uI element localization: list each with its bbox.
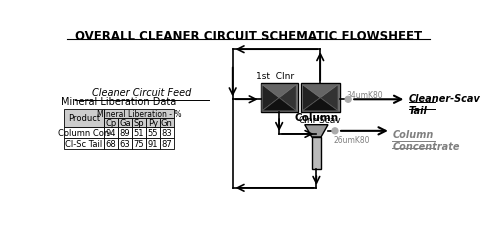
- Text: 94: 94: [106, 128, 116, 137]
- Text: Ga: Ga: [119, 118, 131, 127]
- Circle shape: [344, 97, 350, 103]
- Bar: [260, 84, 297, 113]
- Text: Py: Py: [148, 118, 158, 127]
- Bar: [132, 118, 146, 127]
- Text: Column
Concentrate: Column Concentrate: [392, 130, 459, 151]
- Text: 34umK80: 34umK80: [346, 91, 382, 100]
- Text: Clnr-Scav: Clnr-Scav: [298, 115, 341, 124]
- Bar: [160, 138, 173, 149]
- Text: Mineral Liberation - %: Mineral Liberation - %: [96, 109, 181, 118]
- Text: 63: 63: [120, 139, 130, 148]
- Bar: [311, 137, 320, 170]
- Bar: [160, 127, 173, 138]
- Text: 75: 75: [133, 139, 144, 148]
- Bar: [118, 138, 132, 149]
- Polygon shape: [302, 98, 337, 111]
- Text: 68: 68: [106, 139, 116, 148]
- Text: Cl-Sc Tail: Cl-Sc Tail: [65, 139, 102, 148]
- Bar: [146, 118, 160, 127]
- Circle shape: [331, 128, 337, 134]
- Bar: [118, 118, 132, 127]
- Polygon shape: [319, 85, 337, 111]
- Bar: [301, 85, 338, 112]
- Text: Column Con: Column Con: [58, 128, 109, 137]
- Text: 87: 87: [161, 139, 172, 148]
- Polygon shape: [261, 98, 296, 111]
- Text: Sp: Sp: [133, 118, 144, 127]
- Text: Column: Column: [294, 112, 338, 122]
- Bar: [104, 109, 173, 118]
- Text: OVERALL CLEANER CIRCUIT SCHEMATIC FLOWSHEET: OVERALL CLEANER CIRCUIT SCHEMATIC FLOWSH…: [75, 30, 421, 43]
- Bar: [132, 127, 146, 138]
- Bar: [300, 84, 339, 113]
- Text: 26umK80: 26umK80: [333, 136, 369, 145]
- Text: 83: 83: [161, 128, 172, 137]
- Text: 89: 89: [120, 128, 130, 137]
- Bar: [261, 85, 296, 112]
- Text: Cleaner-Scav
Tail: Cleaner-Scav Tail: [408, 94, 480, 115]
- Text: Product: Product: [68, 114, 100, 123]
- Bar: [63, 127, 104, 138]
- Text: Cp: Cp: [105, 118, 116, 127]
- Polygon shape: [302, 85, 319, 111]
- Text: Mineral Liberation Data: Mineral Liberation Data: [61, 97, 176, 107]
- Bar: [63, 138, 104, 149]
- Bar: [132, 138, 146, 149]
- Bar: [146, 138, 160, 149]
- Bar: [118, 127, 132, 138]
- Bar: [104, 127, 118, 138]
- Polygon shape: [261, 85, 279, 111]
- Text: 91: 91: [147, 139, 158, 148]
- Bar: [63, 109, 104, 127]
- Polygon shape: [304, 125, 327, 137]
- Text: 1st  Clnr: 1st Clnr: [256, 72, 294, 81]
- Polygon shape: [279, 85, 296, 111]
- Text: 55: 55: [147, 128, 158, 137]
- Text: Cleaner Circuit Feed: Cleaner Circuit Feed: [92, 88, 191, 97]
- Bar: [160, 118, 173, 127]
- Bar: [104, 138, 118, 149]
- Bar: [146, 127, 160, 138]
- Text: Gn: Gn: [161, 118, 172, 127]
- Text: 51: 51: [134, 128, 144, 137]
- Bar: [104, 118, 118, 127]
